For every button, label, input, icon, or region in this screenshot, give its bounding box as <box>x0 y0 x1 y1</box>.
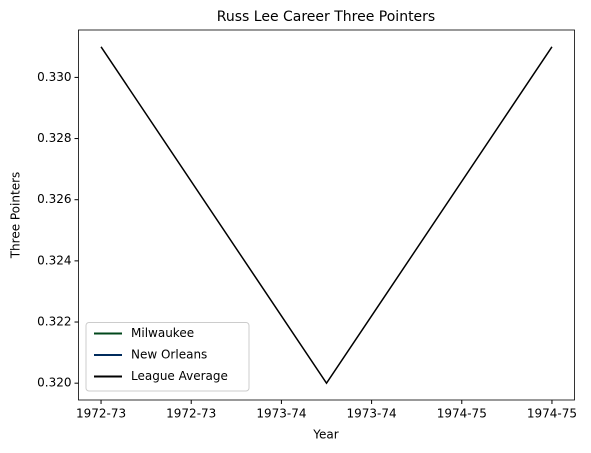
plot-frame <box>78 29 575 401</box>
chart-title: Russ Lee Career Three Pointers <box>217 9 435 25</box>
x-tick-label: 1972-73 <box>166 407 216 421</box>
x-axis-label: Year <box>312 428 338 442</box>
x-tick-label: 1974-75 <box>437 407 487 421</box>
x-tick-label: 1973-74 <box>347 407 397 421</box>
y-tick-label: 0.320 <box>37 376 71 390</box>
y-tick-label: 0.322 <box>37 315 71 329</box>
y-tick-label: 0.328 <box>37 131 71 145</box>
legend-label: Milwaukee <box>131 326 194 340</box>
legend-label: New Orleans <box>131 348 207 362</box>
series-line <box>100 46 553 385</box>
x-tick-label: 1973-74 <box>256 407 306 421</box>
y-tick-label: 0.330 <box>37 70 71 84</box>
legend-label: League Average <box>131 369 228 383</box>
x-tick-label: 1972-73 <box>76 407 126 421</box>
y-axis-label: Three Pointers <box>9 172 23 260</box>
legend-box <box>85 322 250 392</box>
y-tick-label: 0.326 <box>37 192 71 206</box>
y-tick-label: 0.324 <box>37 253 71 267</box>
x-tick-label: 1974-75 <box>527 407 577 421</box>
